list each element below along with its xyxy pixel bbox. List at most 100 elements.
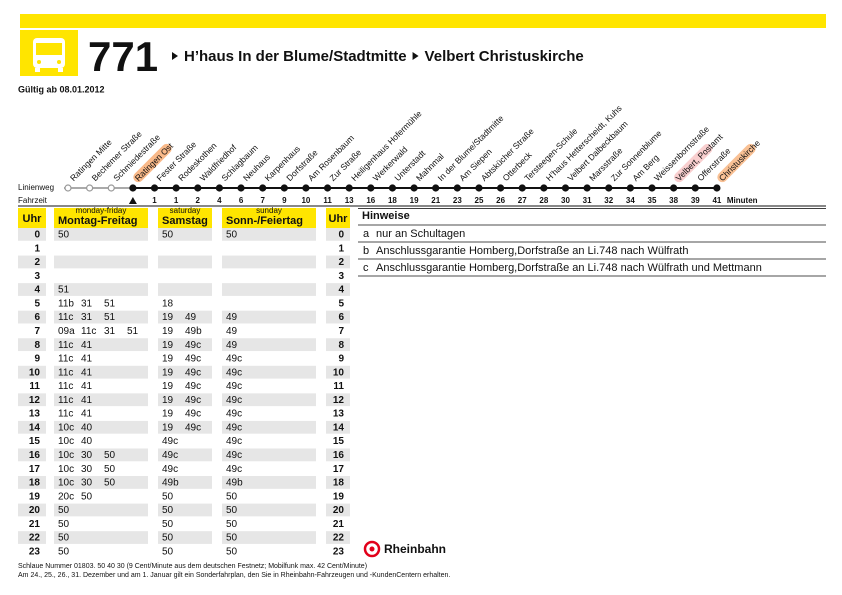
row-band — [222, 476, 316, 489]
row-band — [18, 365, 46, 379]
departure: 50 — [58, 533, 70, 544]
notes-title: Hinweise — [362, 210, 410, 222]
departure: 49c — [185, 354, 201, 365]
stop-minutes: 31 — [583, 196, 592, 205]
header-cell — [18, 208, 46, 228]
hour: 7 — [338, 326, 344, 337]
stop-dot — [453, 184, 461, 192]
stop-dot — [540, 184, 548, 192]
row-band — [158, 448, 212, 462]
valid-from: Gültig ab 08.01.2012 — [18, 84, 105, 94]
departure: 41 — [81, 354, 93, 365]
hour: 23 — [29, 546, 41, 557]
stop-dot — [194, 184, 202, 192]
departure: 09a — [58, 326, 75, 337]
stop-dot — [648, 184, 656, 192]
hour: 21 — [29, 519, 41, 530]
departure: 50 — [226, 491, 238, 502]
start-marker — [128, 197, 137, 204]
stop-minutes: 26 — [496, 196, 505, 205]
column-label-en: saturday — [170, 206, 201, 215]
departure: 31 — [104, 326, 116, 337]
departure: 40 — [81, 422, 93, 433]
stop-minutes: 7 — [260, 196, 265, 205]
hour: 0 — [34, 230, 40, 241]
brand-logo: Rheinbahn — [363, 540, 446, 558]
departure: 50 — [162, 546, 174, 557]
stop-dot — [259, 184, 267, 192]
top-bar — [20, 14, 826, 28]
hour: 6 — [34, 312, 40, 323]
hour: 14 — [333, 422, 345, 433]
row-band — [18, 255, 46, 269]
row-band — [54, 476, 148, 489]
hour: 18 — [333, 478, 345, 489]
departure: 50 — [226, 230, 238, 241]
departure: 11c — [58, 395, 73, 406]
stop-minutes: 35 — [648, 196, 657, 205]
row-band — [54, 283, 148, 296]
stop-dot — [626, 184, 634, 192]
stop-minutes: 6 — [239, 196, 244, 205]
departure: 50 — [58, 546, 70, 557]
stop-dot — [64, 184, 72, 192]
departure: 11c — [58, 409, 73, 420]
stop-minutes: 39 — [691, 196, 700, 205]
column-label-en: monday-friday — [76, 206, 127, 215]
departure: 19 — [162, 409, 174, 420]
departure: 31 — [81, 298, 93, 309]
note-key: a — [363, 228, 370, 240]
hour: 5 — [338, 298, 344, 309]
row-band — [54, 420, 148, 434]
row-band — [222, 503, 316, 517]
hour: 3 — [34, 271, 40, 282]
stop-minutes: 25 — [475, 196, 484, 205]
departure: 31 — [81, 312, 93, 323]
row-band — [18, 531, 46, 544]
row-band — [326, 310, 350, 324]
header-cell — [158, 208, 212, 228]
stop-dot — [215, 184, 224, 192]
hour: 13 — [333, 409, 345, 420]
departure: 49 — [226, 326, 238, 337]
stop-minutes: 28 — [539, 196, 548, 205]
stop-dot — [605, 184, 613, 192]
row-band — [222, 531, 316, 544]
row-band — [326, 420, 350, 434]
bus-icon — [20, 30, 78, 76]
departure: 40 — [81, 436, 93, 447]
arrow — [172, 52, 178, 60]
departure: 50 — [58, 505, 70, 516]
hour: 4 — [34, 285, 40, 296]
row-band — [18, 393, 46, 407]
note-text: Anschlussgarantie Homberg,Dorfstraße an … — [376, 262, 762, 274]
hour: 20 — [29, 505, 41, 516]
stop-dot — [345, 184, 353, 192]
departure: 10c — [58, 436, 74, 447]
departure: 50 — [104, 450, 116, 461]
stop-minutes: 34 — [626, 196, 635, 205]
stop-highlight — [674, 143, 713, 183]
stop-dot — [432, 184, 440, 192]
hour: 6 — [338, 312, 344, 323]
stop-minutes: 27 — [518, 196, 527, 205]
departure: 50 — [226, 519, 238, 530]
hour: 7 — [34, 326, 40, 337]
departure: 11b — [58, 298, 74, 309]
row-band — [326, 448, 350, 462]
departure: 10c — [58, 478, 74, 489]
logo-ring — [369, 546, 375, 552]
row-band — [18, 283, 46, 296]
stop-minutes: 30 — [561, 196, 570, 205]
departure: 49c — [226, 367, 242, 378]
departure: 51 — [58, 285, 70, 296]
row-band — [158, 310, 212, 324]
departure: 11c — [81, 326, 96, 337]
hour: 9 — [338, 354, 344, 365]
column-label: Samstag — [162, 215, 208, 227]
hour: 2 — [34, 257, 40, 268]
departure: 51 — [104, 298, 116, 309]
row-band — [222, 365, 316, 379]
departure: 51 — [104, 312, 116, 323]
stop-dot — [280, 184, 288, 192]
